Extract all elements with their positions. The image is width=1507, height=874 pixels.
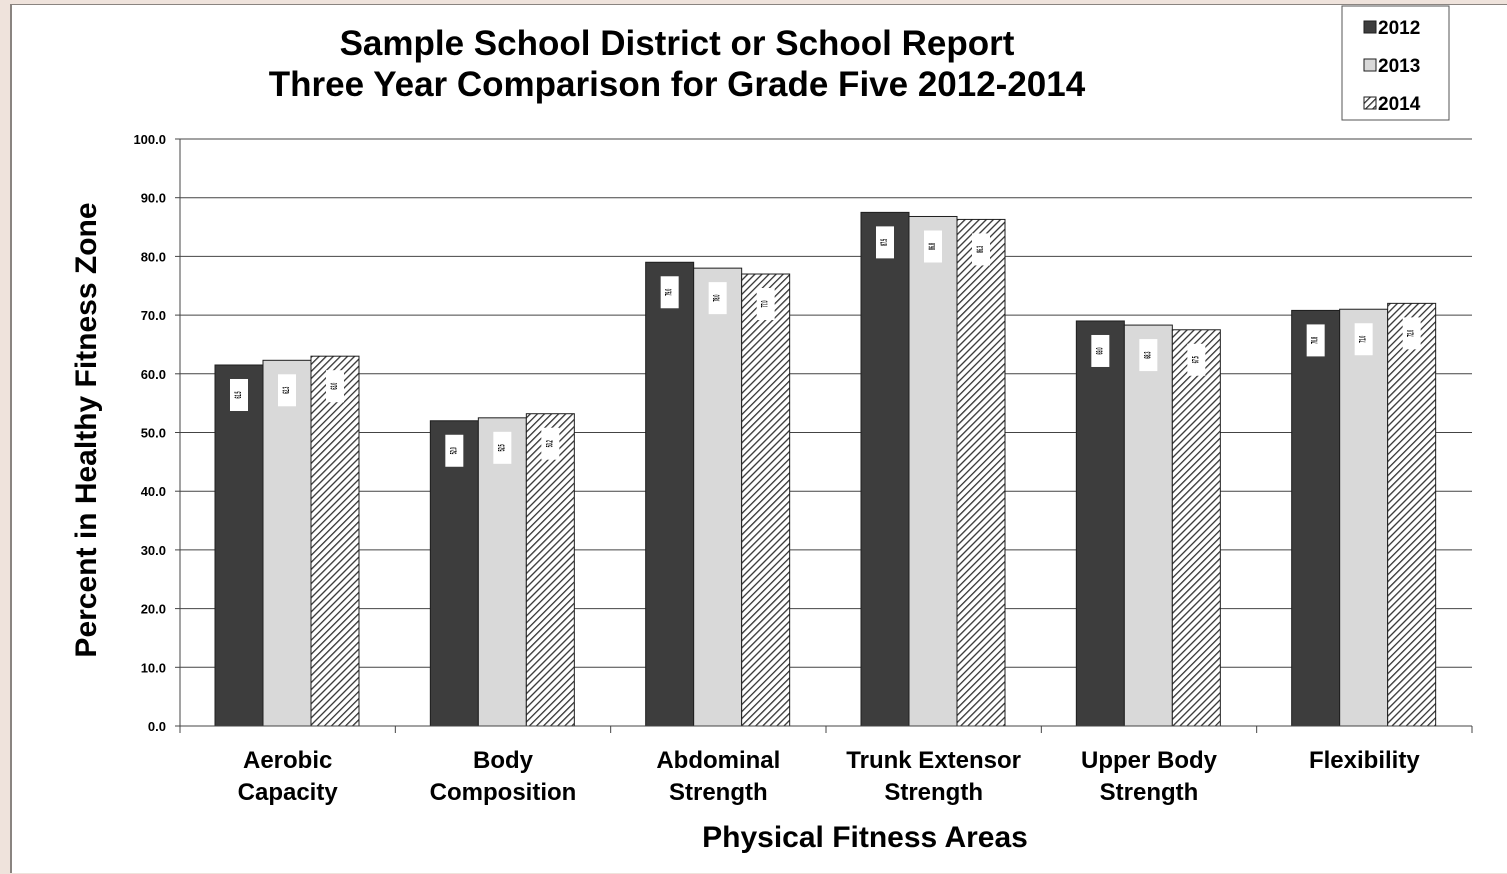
y-tick-label: 0.0 [148,719,166,734]
data-label: 79.0 [665,289,674,296]
legend-box [1341,5,1450,121]
bar-2013 [477,417,527,727]
data-label-box [493,431,512,464]
data-label: 77.0 [761,300,770,307]
bar-2014 [1387,302,1437,727]
data-label: 52.0 [450,447,459,454]
x-category-label: Strength [1100,779,1199,806]
x-category-label: Upper Body [1081,747,1218,774]
y-tick-label: 40.0 [141,484,166,499]
x-category-label: Flexibility [1309,747,1420,774]
y-axis-ticks: 0.0 10.0 20.0 30.0 40.0 50.0 60.0 70.0 80.0 90.0 1… [133,132,180,734]
data-label-box [1139,339,1158,372]
y-tick-label: 20.0 [141,602,166,617]
bar-2014 [525,413,575,727]
chart-title-line-1: Sample School District or School Report [340,24,1015,63]
data-label-box [876,226,894,259]
x-category-label: Strength [884,779,983,806]
bar-2012 [645,261,695,727]
legend: 2012 2013 2014 [1341,5,1450,121]
data-label: 87.5 [880,239,889,246]
data-label: 86.8 [928,243,937,250]
data-label: 68.3 [1144,351,1153,358]
data-label: 63.0 [330,383,339,390]
data-label-box [1354,323,1373,356]
legend-swatch-2012 [1363,20,1377,34]
data-label-box [1306,324,1325,357]
data-label: 62.3 [282,387,291,394]
bar-2012 [214,364,264,727]
bars: 61.5 62.3 63.0 52.0 52.5 53.2 79.0 78.0 77.0 87.5… [214,211,1437,727]
data-label: 70.8 [1311,337,1320,344]
y-axis-title: Percent in Healthy Fitness Zone [70,202,103,657]
data-label-box [445,434,464,467]
bar-2013 [693,267,743,727]
bar-2014 [741,273,791,727]
chart-frame: Sample School District or School Report … [10,4,1507,873]
bar-2014 [956,218,1006,727]
bar-chart: Sample School District or School Report … [70,5,1473,854]
bar-2012 [1075,320,1125,727]
data-label: 69.0 [1096,347,1105,354]
bar-2014 [1171,329,1221,727]
data-label: 52.5 [498,444,507,451]
data-label: 72.0 [1407,330,1416,337]
y-tick-label: 50.0 [141,426,166,441]
bar-2014 [310,355,360,727]
legend-label-2014: 2014 [1378,94,1421,115]
y-tick-label: 70.0 [141,308,166,323]
bar-2013 [908,215,958,727]
bar-2012 [1291,309,1341,727]
data-label-box [1402,317,1421,350]
legend-label-2013: 2013 [1378,56,1420,77]
data-label-box [1091,334,1110,367]
y-tick-label: 90.0 [141,191,166,206]
data-label-box [708,282,727,315]
legend-swatch-2013 [1363,58,1377,72]
data-label-box [1187,343,1206,376]
axes [179,139,1473,733]
data-label: 78.0 [713,295,722,302]
chart-title-line-2: Three Year Comparison for Grade Five 201… [269,65,1086,104]
data-label-box [230,378,248,411]
data-label-box [924,230,942,263]
data-label: 61.5 [234,391,243,398]
legend-label-2012: 2012 [1378,18,1420,39]
data-label-box [972,233,990,266]
bar-2013 [1339,308,1389,727]
data-label: 53.2 [546,440,555,447]
y-tick-label: 100.0 [133,132,166,147]
data-label: 67.5 [1192,356,1201,363]
data-label-box [660,276,679,309]
x-category-label: Body [473,747,534,774]
data-label-box [326,370,344,403]
y-tick-label: 80.0 [141,249,166,264]
data-label-box [756,288,775,321]
data-label-box [541,427,560,460]
bar-2013 [1123,324,1173,727]
x-category-label: Composition [430,779,577,806]
y-tick-label: 60.0 [141,367,166,382]
data-label-box [278,374,296,407]
bar-2012 [860,211,910,727]
data-label: 71.0 [1359,336,1368,343]
bar-2013 [262,359,312,727]
legend-swatch-2014 [1363,96,1377,110]
x-category-label: Strength [669,779,768,806]
x-category-label: Abdominal [656,747,780,774]
x-axis-categories: Aerobic Capacity Body Composition Abdominal S… [238,747,1421,806]
x-category-label: Capacity [238,779,339,806]
x-category-label: Trunk Extensor [846,747,1021,774]
x-category-label: Aerobic [243,747,332,774]
x-axis-title: Physical Fitness Areas [702,821,1028,854]
y-tick-label: 30.0 [141,543,166,558]
y-tick-label: 10.0 [141,660,166,675]
data-label: 86.3 [976,246,985,253]
gridlines [180,138,1472,727]
